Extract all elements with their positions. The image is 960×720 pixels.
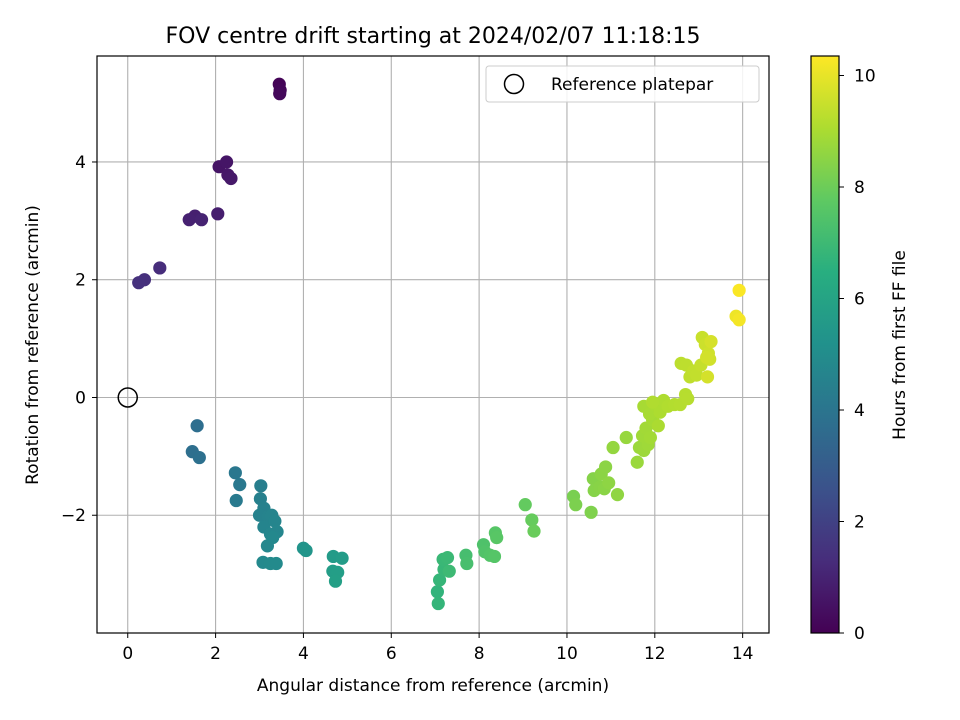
data-point [229,493,243,508]
data-point [442,564,456,578]
legend-box [485,65,760,103]
data-point [651,419,665,433]
colorbar-tick-label: 2 [854,513,865,533]
data-point [681,392,695,406]
data-point [732,313,746,327]
colorbar-tick-label: 4 [854,401,865,421]
y-tick-label: 2 [75,271,86,291]
x-tick-label: 10 [556,644,578,664]
y-axis-label: Rotation from reference (arcmin) [23,205,43,485]
data-point [269,556,283,571]
reference-platepar-marker [117,387,138,408]
data-point [182,213,196,227]
data-point [643,430,658,445]
legend-label: Reference platepar [551,75,713,95]
x-axis-ticks: 0 2 4 6 8 10 12 14 [122,633,753,664]
data-point [460,556,474,571]
data-point [431,596,445,611]
colorbar-label: Hours from first FF file [890,250,910,440]
data-point [584,505,598,519]
legend: Reference platepar [485,65,760,103]
data-point [525,513,539,527]
data-point [266,531,280,545]
colorbar-tick-label: 8 [854,178,865,198]
data-point [440,551,455,565]
data-point [527,524,541,538]
data-point [211,207,225,221]
data-point [194,213,209,227]
data-point [132,276,146,290]
y-tick-label: 4 [75,153,86,173]
data-point [268,514,282,528]
data-point [487,549,502,564]
x-tick-label: 8 [474,644,485,664]
data-point [602,476,616,490]
data-point [224,171,238,186]
legend-reference-marker [503,73,525,95]
data-point [233,478,247,492]
data-point [192,450,206,465]
y-tick-label: 0 [75,388,86,408]
x-axis-label: Angular distance from reference (arcmin) [257,676,609,696]
data-point [254,479,268,493]
data-point [704,334,718,349]
y-axis-ticks: −2 0 2 4 [61,153,97,526]
x-tick-label: 4 [298,644,309,664]
data-point [606,440,620,455]
data-point [700,350,714,365]
data-point [490,531,504,545]
data-point [219,155,234,169]
colorbar-tick-label: 10 [854,67,876,87]
chart-title: FOV centre drift starting at 2024/02/07 … [166,24,701,49]
data-point [153,261,167,275]
data-point [430,585,444,599]
data-point [619,430,633,445]
data-point [610,488,625,502]
data-point [432,573,447,587]
data-point [646,395,660,409]
colorbar-ticks: 0 2 4 6 8 10 [839,67,876,644]
data-point [273,87,287,101]
x-tick-label: 0 [122,644,133,664]
data-point [630,455,644,469]
x-tick-label: 2 [210,644,221,664]
data-points [117,77,746,611]
data-point [599,460,613,474]
y-tick-label: −2 [61,506,86,526]
data-point [689,368,704,382]
data-point [569,498,583,512]
colorbar-tick-label: 0 [854,624,865,644]
data-point [299,543,313,558]
grid-lines [97,56,769,633]
x-tick-label: 14 [732,644,754,664]
data-point [190,419,204,433]
x-tick-label: 12 [644,644,666,664]
data-point [328,574,343,588]
colorbar: 0 2 4 6 8 10 Hours from first FF file [810,55,910,644]
plot-frame [96,55,770,634]
colorbar-tick-label: 6 [854,290,865,310]
data-point [732,283,746,297]
colorbar-gradient [810,55,840,634]
data-point [228,466,242,480]
data-point [335,551,349,565]
data-point [700,370,715,384]
x-tick-label: 6 [386,644,397,664]
data-point [518,498,532,512]
